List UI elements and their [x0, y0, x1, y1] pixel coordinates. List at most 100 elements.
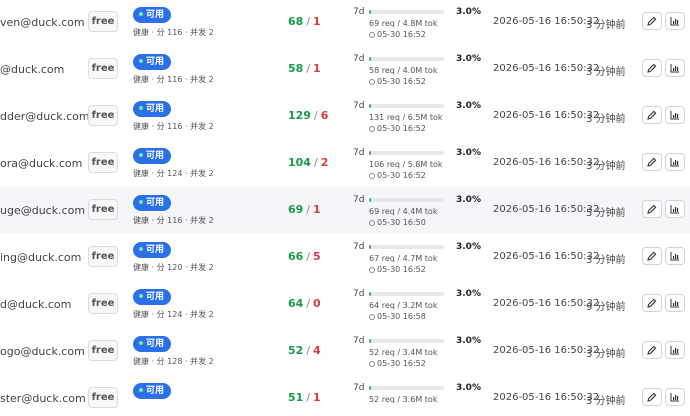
- timestamp: 2026-05-16 16:50:32: [493, 63, 600, 74]
- plan-badge: free: [88, 199, 118, 220]
- quota-progress-fill: [369, 339, 372, 343]
- pencil-icon: [647, 16, 657, 26]
- count-separator: /: [306, 297, 311, 310]
- reset-time: 05-30 16:52: [369, 30, 426, 39]
- status-badge: 可用: [133, 54, 172, 70]
- request-counts: 52/4: [288, 344, 321, 357]
- edit-button[interactable]: [642, 388, 662, 406]
- reset-time-label: 05-30 16:52: [377, 265, 426, 274]
- edit-button[interactable]: [642, 200, 662, 218]
- edit-button[interactable]: [642, 106, 662, 124]
- edit-button[interactable]: [642, 247, 662, 265]
- pencil-icon: [647, 157, 657, 167]
- clock-icon: [369, 79, 375, 85]
- quota-percent: 3.0%: [456, 242, 481, 252]
- reset-time-label: 05-30 16:50: [377, 218, 426, 227]
- request-counts: 69/1: [288, 203, 321, 216]
- edit-button[interactable]: [642, 59, 662, 77]
- table-row: uge@duck.com free 可用 健康 · 分 116 · 并发 2 6…: [0, 187, 690, 235]
- stats-button[interactable]: [665, 341, 685, 359]
- stats-button[interactable]: [665, 247, 685, 265]
- stats-button[interactable]: [665, 106, 685, 124]
- quota-percent: 3.0%: [456, 54, 481, 64]
- edit-button[interactable]: [642, 153, 662, 171]
- success-count: 68: [288, 15, 304, 28]
- stats-button[interactable]: [665, 153, 685, 171]
- usage-summary: 67 req / 4.7M tok: [369, 254, 438, 263]
- health-summary: 健康 · 分 120 · 并发 2: [133, 263, 214, 272]
- clock-icon: [369, 361, 375, 367]
- quota-progress-bar: [369, 10, 444, 14]
- bar-chart-icon: [670, 299, 679, 308]
- status-dot-icon: [139, 153, 143, 157]
- status-dot-icon: [139, 341, 143, 345]
- timestamp: 2026-05-16 16:50:32: [493, 204, 600, 215]
- status-label: 可用: [146, 57, 165, 67]
- account-email: ven@duck.com: [0, 16, 85, 29]
- edit-button[interactable]: [642, 12, 662, 30]
- request-counts: 51/1: [288, 391, 321, 404]
- edit-button[interactable]: [642, 341, 662, 359]
- health-summary: 健康 · 分 124 · 并发 2: [133, 169, 214, 178]
- stats-button[interactable]: [665, 294, 685, 312]
- status-dot-icon: [139, 388, 143, 392]
- pencil-icon: [647, 392, 657, 402]
- fail-count: 1: [313, 15, 321, 28]
- plan-badge: free: [88, 293, 118, 314]
- timestamp: 2026-05-16 16:50:32: [493, 298, 600, 309]
- fail-count: 2: [320, 156, 329, 169]
- count-separator: /: [306, 203, 311, 216]
- quota-window: 7d: [353, 242, 365, 252]
- health-summary: 健康 · 分 116 · 并发 2: [133, 122, 214, 131]
- clock-icon: [369, 173, 375, 179]
- status-badge: 可用: [133, 289, 172, 305]
- edit-button[interactable]: [642, 294, 662, 312]
- count-separator: /: [313, 156, 318, 169]
- quota-progress-bar: [369, 245, 444, 249]
- success-count: 58: [288, 62, 304, 75]
- bar-chart-icon: [670, 17, 679, 26]
- status-dot-icon: [139, 106, 143, 110]
- usage-summary: 131 req / 6.5M tok: [369, 113, 443, 122]
- count-separator: /: [306, 344, 311, 357]
- plan-badge: free: [88, 246, 118, 267]
- quota-window: 7d: [353, 289, 365, 299]
- stats-button[interactable]: [665, 12, 685, 30]
- reset-time-label: 05-30 16:52: [377, 30, 426, 39]
- plan-badge: free: [88, 152, 118, 173]
- quota-window: 7d: [353, 54, 365, 64]
- stats-button[interactable]: [665, 200, 685, 218]
- bar-chart-icon: [670, 252, 679, 261]
- table-row: ora@duck.com free 可用 健康 · 分 124 · 并发 2 1…: [0, 140, 690, 188]
- quota-window: 7d: [353, 195, 365, 205]
- quota-progress-bar: [369, 57, 444, 61]
- bar-chart-icon: [670, 158, 679, 167]
- clock-icon: [369, 126, 375, 132]
- reset-time: 05-30 16:52: [369, 171, 426, 180]
- request-counts: 68/1: [288, 15, 321, 28]
- stats-button[interactable]: [665, 59, 685, 77]
- quota-percent: 3.0%: [456, 336, 481, 346]
- timestamp: 2026-05-16 16:50:32: [493, 110, 600, 121]
- count-separator: /: [306, 250, 311, 263]
- status-dot-icon: [139, 12, 143, 16]
- status-badge: 可用: [133, 195, 172, 211]
- bar-chart-icon: [670, 393, 679, 402]
- success-count: 66: [288, 250, 304, 263]
- reset-time: 05-30 16:58: [369, 312, 426, 321]
- timestamp: 2026-05-16 16:50:32: [493, 392, 600, 403]
- reset-time-label: 05-30 16:52: [377, 359, 426, 368]
- request-counts: 66/5: [288, 250, 321, 263]
- reset-time-label: 05-30 16:52: [377, 77, 426, 86]
- reset-time: 05-30 16:52: [369, 77, 426, 86]
- quota-progress-fill: [369, 245, 372, 249]
- table-row: d@duck.com free 可用 健康 · 分 124 · 并发 2 64/…: [0, 281, 690, 329]
- success-count: 129: [288, 109, 311, 122]
- stats-button[interactable]: [665, 388, 685, 406]
- health-summary: 健康 · 分 116 · 并发 2: [133, 28, 214, 37]
- table-row: dder@duck.com free 可用 健康 · 分 116 · 并发 2 …: [0, 93, 690, 141]
- quota-progress-fill: [369, 10, 372, 14]
- fail-count: 0: [313, 297, 321, 310]
- status-label: 可用: [146, 339, 165, 349]
- account-email: @duck.com: [0, 63, 65, 76]
